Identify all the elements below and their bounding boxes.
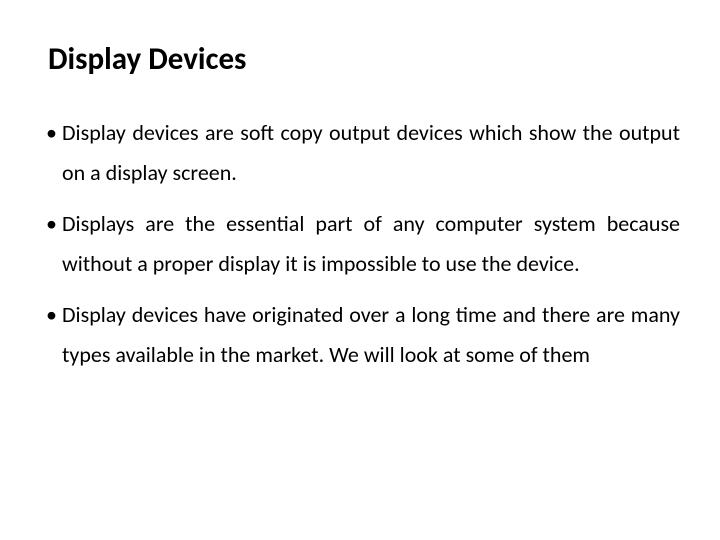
bullet-item: Displays are the essential part of any c…: [40, 204, 680, 283]
slide-title: Display Devices: [48, 40, 680, 78]
bullet-item: Display devices are soft copy output dev…: [40, 113, 680, 192]
bullet-item: Display devices have originated over a l…: [40, 295, 680, 374]
bullet-list: Display devices are soft copy output dev…: [40, 113, 680, 375]
